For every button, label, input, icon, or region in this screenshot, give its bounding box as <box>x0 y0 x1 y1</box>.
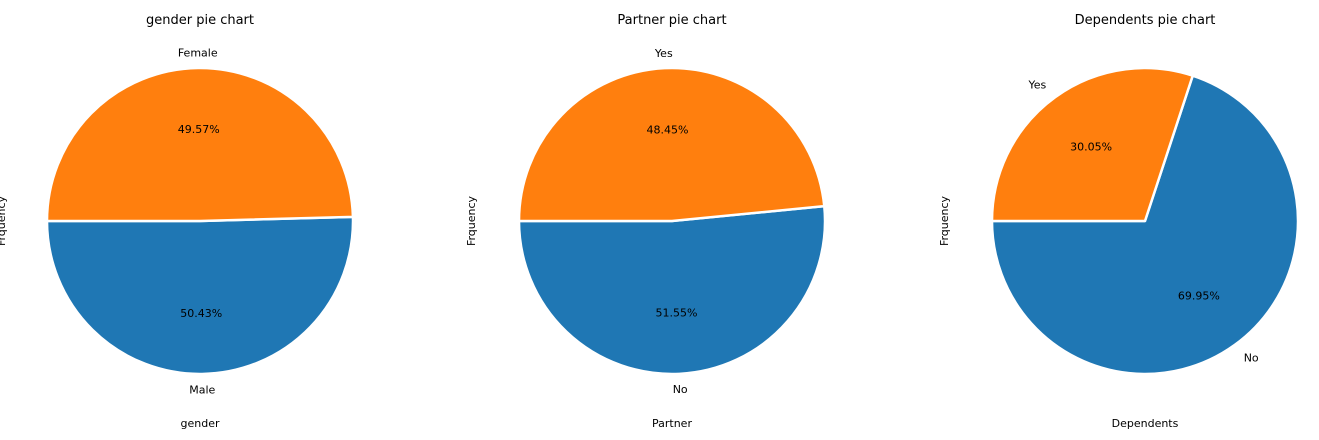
y-axis-label: Frquency <box>0 195 8 246</box>
slice-label: Female <box>178 47 218 60</box>
slice-label: Yes <box>1028 79 1047 92</box>
chart-title: gender pie chart <box>146 13 254 28</box>
pie-slices: 50.43% Male 49.57% Female <box>45 47 355 396</box>
slice-label: Male <box>189 383 215 396</box>
x-axis-label: Dependents <box>1112 417 1179 430</box>
pie-slice-yes <box>990 66 1194 223</box>
pie-slice-no <box>990 74 1300 376</box>
slice-label: Yes <box>654 47 673 60</box>
pie-slice-no <box>517 204 827 376</box>
pie-slices: 69.95% No 30.05% Yes <box>990 66 1300 376</box>
percent-label: 51.55% <box>655 307 697 320</box>
dependents-pie-chart: Dependents pie chart 69.95% No 30.05% Yes F… <box>938 13 1300 430</box>
slice-label: No <box>1244 351 1259 364</box>
pie-slices: 51.55% No 48.45% Yes <box>517 47 827 396</box>
pie-slice-male <box>45 215 355 376</box>
x-axis-label: Partner <box>652 417 692 430</box>
pie-slice-yes <box>517 66 826 223</box>
percent-label: 50.43% <box>180 307 222 320</box>
partner-pie-chart: Partner pie chart 51.55% No 48.45% Yes Frqu… <box>465 13 827 430</box>
gender-pie-chart: gender pie chart 50.43%Male49.57%Female … <box>0 13 355 430</box>
y-axis-label: Frquency <box>938 195 951 246</box>
chart-title: Dependents pie chart <box>1075 13 1216 28</box>
percent-label: 48.45% <box>647 123 689 136</box>
chart-title: Partner pie chart <box>617 13 726 28</box>
percent-label: 69.95% <box>1178 289 1220 302</box>
percent-label: 30.05% <box>1070 141 1112 154</box>
percent-label: 49.57% <box>178 123 220 136</box>
x-axis-label: gender <box>181 417 220 430</box>
pie-slice-female <box>45 66 355 223</box>
slice-label: No <box>673 383 688 396</box>
y-axis-label: Frquency <box>465 195 478 246</box>
